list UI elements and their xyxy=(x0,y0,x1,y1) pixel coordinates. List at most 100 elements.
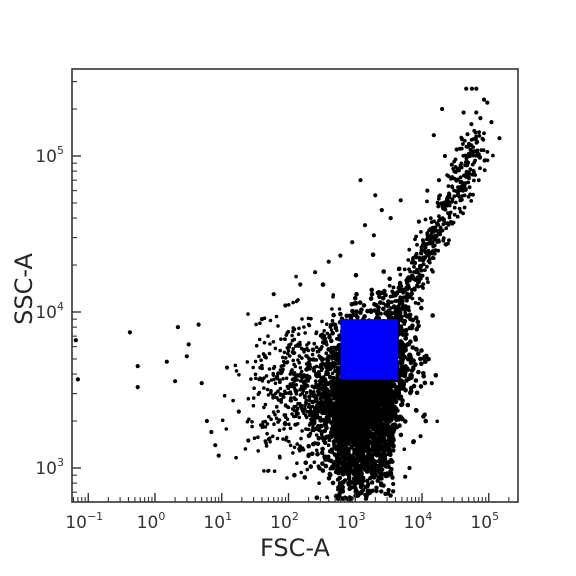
data-point xyxy=(186,342,191,347)
data-point xyxy=(246,312,250,316)
data-point xyxy=(416,323,421,329)
data-point xyxy=(316,436,322,441)
data-point xyxy=(330,357,334,361)
data-point xyxy=(273,381,278,386)
data-point xyxy=(350,308,355,314)
data-point xyxy=(335,377,341,383)
data-point xyxy=(315,371,319,376)
data-point xyxy=(455,189,460,193)
data-point xyxy=(294,274,298,279)
data-point xyxy=(271,292,276,297)
data-point xyxy=(449,162,454,167)
data-point xyxy=(441,236,446,241)
data-point xyxy=(313,441,317,445)
data-point xyxy=(381,388,387,393)
data-point xyxy=(387,395,392,400)
data-point xyxy=(291,451,295,455)
data-point xyxy=(265,387,270,392)
data-point xyxy=(307,413,312,418)
data-point xyxy=(416,351,421,357)
data-point xyxy=(477,130,481,135)
data-point xyxy=(264,374,269,378)
data-point xyxy=(337,491,342,496)
data-point xyxy=(431,133,436,138)
data-point xyxy=(469,122,474,127)
data-point xyxy=(305,346,309,351)
data-point xyxy=(284,438,288,442)
data-point xyxy=(315,448,319,453)
data-point xyxy=(389,407,394,412)
data-point xyxy=(274,314,279,319)
data-point xyxy=(381,415,386,421)
data-point xyxy=(199,381,204,386)
data-point xyxy=(381,410,386,416)
data-point xyxy=(485,150,490,154)
data-point xyxy=(387,283,392,288)
data-point xyxy=(393,299,398,303)
data-point xyxy=(328,325,333,329)
data-point xyxy=(332,377,336,381)
data-point xyxy=(330,371,335,376)
data-point xyxy=(317,401,322,405)
data-point xyxy=(397,360,403,366)
data-point xyxy=(463,173,468,178)
data-point xyxy=(312,421,317,426)
data-point xyxy=(478,166,482,171)
data-point xyxy=(294,344,299,348)
data-point xyxy=(253,376,258,381)
data-point xyxy=(271,434,275,439)
data-point xyxy=(267,414,271,419)
data-point xyxy=(332,442,336,447)
data-point xyxy=(417,272,422,277)
data-point xyxy=(438,228,443,233)
data-point xyxy=(311,428,316,433)
data-point xyxy=(135,364,140,369)
data-point xyxy=(224,427,229,431)
data-point xyxy=(400,299,404,304)
data-point xyxy=(397,317,402,321)
data-point xyxy=(349,485,354,490)
data-point xyxy=(482,131,486,136)
data-point xyxy=(377,378,382,383)
data-point xyxy=(413,260,417,265)
data-point xyxy=(304,400,308,405)
data-point xyxy=(341,426,346,432)
data-point xyxy=(319,368,324,373)
data-point xyxy=(343,396,348,401)
data-point xyxy=(468,148,473,152)
data-point xyxy=(281,377,285,381)
data-point xyxy=(410,273,414,278)
data-point xyxy=(354,460,359,465)
data-point xyxy=(354,393,359,398)
data-point xyxy=(410,345,416,350)
data-point xyxy=(319,450,325,456)
data-point xyxy=(398,295,403,300)
data-point xyxy=(325,361,330,367)
data-point xyxy=(468,192,472,197)
data-point xyxy=(427,235,432,240)
data-point xyxy=(446,184,451,189)
data-point xyxy=(386,399,392,404)
data-point xyxy=(464,156,469,160)
data-point xyxy=(413,362,418,367)
y-tick-label: 103 xyxy=(35,456,64,479)
data-point xyxy=(436,222,441,227)
data-point xyxy=(278,380,282,385)
data-point xyxy=(287,343,291,347)
data-point xyxy=(411,257,415,262)
data-point xyxy=(389,388,394,393)
data-point xyxy=(360,455,365,460)
data-point xyxy=(398,198,403,203)
data-point xyxy=(291,347,296,351)
data-point xyxy=(365,422,370,427)
data-point xyxy=(452,159,457,164)
data-point xyxy=(324,399,329,403)
data-point xyxy=(326,443,331,448)
data-point xyxy=(409,368,415,373)
data-point xyxy=(416,301,421,306)
data-point xyxy=(406,258,411,262)
x-axis-title: FSC-A xyxy=(260,534,331,562)
data-point xyxy=(473,173,478,177)
data-point xyxy=(312,411,316,415)
data-point xyxy=(280,369,285,373)
